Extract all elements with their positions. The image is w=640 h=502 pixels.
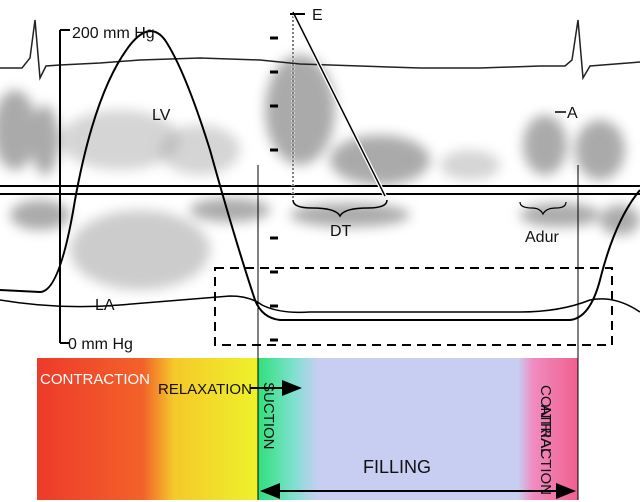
- ecg-trace: [0, 19, 640, 81]
- systole-band: [37, 358, 258, 500]
- doppler-signal: [0, 55, 640, 290]
- contraction-label: CONTRACTION: [40, 371, 150, 388]
- dt-slope: [292, 11, 386, 197]
- velocity-ticks: [270, 36, 278, 342]
- dt-label: DT: [330, 223, 352, 240]
- scale-bottom-label: 0 mm Hg: [68, 336, 133, 353]
- filling-box: [214, 267, 613, 346]
- la-label: LA: [95, 297, 115, 314]
- lv-label: LV: [152, 107, 171, 124]
- scale-top-label: 200 mm Hg: [72, 25, 155, 42]
- adur-label: Adur: [525, 229, 559, 246]
- la-pressure-curve: [0, 295, 640, 314]
- lv-pressure-curve: [0, 30, 640, 321]
- atrial-label: CONTRACTION: [537, 385, 554, 495]
- atrial-band: [518, 358, 578, 500]
- baseline-gap: [0, 186, 640, 194]
- e-label: E: [312, 7, 323, 24]
- filling-label: FILLING: [363, 457, 431, 477]
- a-label: A: [567, 105, 578, 122]
- filling-band: [318, 358, 518, 500]
- atrial-label: ATRIAL: [537, 405, 554, 456]
- relaxation-label: RELAXATION: [158, 381, 252, 398]
- dt-brace: [292, 199, 388, 218]
- suction-label: SUCTION: [260, 382, 277, 450]
- adur-brace: [519, 201, 567, 216]
